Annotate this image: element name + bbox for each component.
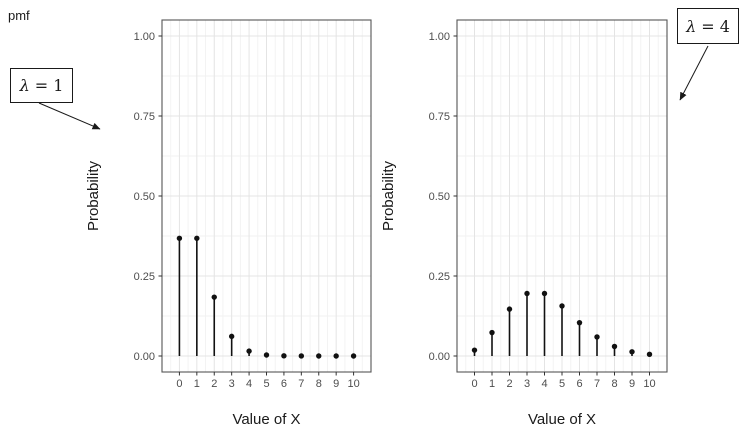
y-axis-title: Probability <box>380 160 397 231</box>
x-tick-label: 6 <box>281 378 287 390</box>
x-tick-label: 7 <box>594 378 600 390</box>
x-tick-label: 9 <box>629 378 635 390</box>
x-tick-label: 4 <box>541 378 547 390</box>
annotation-lambda-4-value: = 4 <box>701 16 730 36</box>
data-point <box>594 334 600 340</box>
data-point <box>350 353 357 359</box>
x-axis-title: Value of X <box>232 411 300 428</box>
data-point <box>576 319 583 326</box>
data-point <box>489 329 495 336</box>
data-point <box>559 303 565 309</box>
data-point <box>524 290 530 297</box>
x-tick-label: 3 <box>524 378 530 390</box>
data-point <box>211 294 217 300</box>
y-tick-label: 1.00 <box>134 31 155 43</box>
x-tick-label: 0 <box>471 378 477 390</box>
x-tick-label: 2 <box>211 378 217 390</box>
annotation-lambda-1: λ = 1 <box>10 68 73 103</box>
lambda-symbol: λ <box>686 16 697 36</box>
x-tick-label: 10 <box>347 378 359 390</box>
y-tick-label: 0.50 <box>429 191 450 203</box>
y-tick-label: 0.25 <box>134 271 155 283</box>
x-tick-label: 8 <box>611 378 617 390</box>
annotation-lambda-4: λ = 4 <box>677 8 739 44</box>
data-point <box>298 353 305 359</box>
x-tick-label: 8 <box>316 378 322 390</box>
data-point <box>228 333 235 340</box>
data-point <box>176 235 183 241</box>
data-point <box>629 349 635 355</box>
pmf-panel-lambda1: 0 1 2 3 4 5 6 7 8 9 10 0.00 0.25 0.50 0.75 1.00 Value of… <box>85 19 372 428</box>
data-point <box>541 290 548 297</box>
y-tick-label: 0.00 <box>134 351 155 363</box>
x-tick-label: 7 <box>298 378 304 390</box>
x-tick-label: 5 <box>263 378 269 390</box>
annotation-arrow-lambda4 <box>679 45 709 101</box>
x-tick-label: 1 <box>194 378 200 390</box>
x-axis-title: Value of X <box>528 411 596 428</box>
lambda-symbol: λ <box>19 76 30 95</box>
x-tick-label: 3 <box>229 378 235 390</box>
data-point <box>333 353 339 359</box>
annotation-lambda-1-value: = 1 <box>34 76 64 95</box>
y-tick-label: 0.25 <box>429 271 450 283</box>
data-point <box>281 353 287 359</box>
x-tick-label: 4 <box>246 378 252 390</box>
y-tick-label: 0.50 <box>134 191 155 203</box>
data-point <box>246 348 252 354</box>
figure-corner-label: pmf <box>8 8 30 23</box>
x-tick-label: 1 <box>489 378 495 390</box>
y-tick-label: 0.00 <box>429 351 450 363</box>
pmf-panel-lambda4: 0 1 2 3 4 5 6 7 8 9 10 0.00 0.25 0.50 0.75 1.00 Value of… <box>380 19 668 428</box>
x-tick-label: 9 <box>333 378 339 390</box>
data-point <box>471 347 478 353</box>
data-point <box>316 353 322 359</box>
y-tick-label: 0.75 <box>429 111 450 123</box>
y-axis-title: Probability <box>85 160 102 231</box>
stem-series <box>176 235 357 359</box>
x-tick-label: 2 <box>506 378 512 390</box>
x-tick-label: 5 <box>559 378 565 390</box>
data-point <box>506 306 513 312</box>
x-tick-label: 6 <box>576 378 582 390</box>
stem-series <box>471 290 653 358</box>
y-tick-label: 0.75 <box>134 111 155 123</box>
annotation-arrow-lambda1 <box>38 102 101 130</box>
data-point <box>646 351 653 358</box>
x-tick-label: 0 <box>176 378 182 390</box>
data-point <box>263 352 270 358</box>
x-tick-label: 10 <box>643 378 655 390</box>
y-tick-label: 1.00 <box>429 31 450 43</box>
data-point <box>611 343 618 350</box>
data-point <box>194 235 200 241</box>
